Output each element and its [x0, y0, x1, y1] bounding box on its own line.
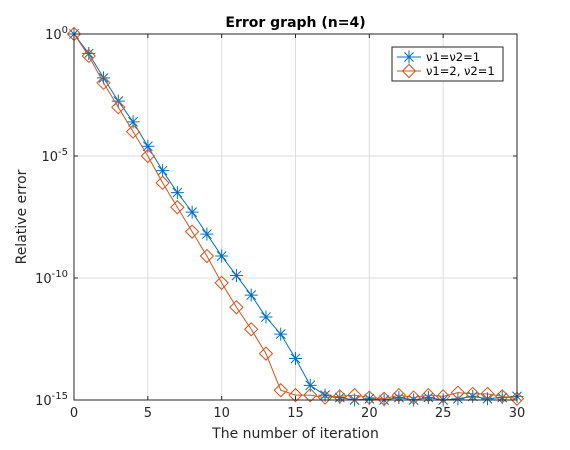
series-1-point — [127, 115, 140, 128]
series-1-point — [304, 379, 317, 392]
series-1-point — [200, 228, 213, 241]
series-1-point — [171, 186, 184, 199]
chart-title: Error graph (n=4) — [225, 15, 365, 31]
series-1-point — [259, 311, 272, 324]
legend-marker-series-1 — [403, 51, 416, 64]
legend-label-series-1: ν1=ν2=1 — [426, 50, 480, 64]
series-1-point — [230, 269, 243, 282]
series-1-point — [274, 328, 287, 341]
x-tick-label: 10 — [213, 406, 230, 421]
series-1-point — [186, 206, 199, 219]
legend-entry-series-1: ν1=ν2=1 — [397, 50, 480, 64]
series-1-point — [333, 391, 346, 404]
x-tick-label: 5 — [144, 406, 152, 421]
x-tick-label: 15 — [287, 406, 304, 421]
legend-label-series-2: ν1=2, ν2=1 — [426, 64, 495, 78]
y-axis-label: Relative error — [14, 169, 30, 264]
x-tick-label: 30 — [509, 406, 526, 421]
legend: ν1=ν2=1 ν1=2, ν2=1 — [392, 47, 503, 81]
series-1-point — [141, 140, 154, 153]
x-tick-label: 25 — [435, 406, 452, 421]
series-1-point — [245, 289, 258, 302]
x-axis-label: The number of iteration — [211, 426, 379, 442]
x-tick-label: 20 — [361, 406, 378, 421]
series-1-point — [289, 352, 302, 365]
x-tick-label: 0 — [70, 406, 78, 421]
series-1-point — [215, 250, 228, 263]
